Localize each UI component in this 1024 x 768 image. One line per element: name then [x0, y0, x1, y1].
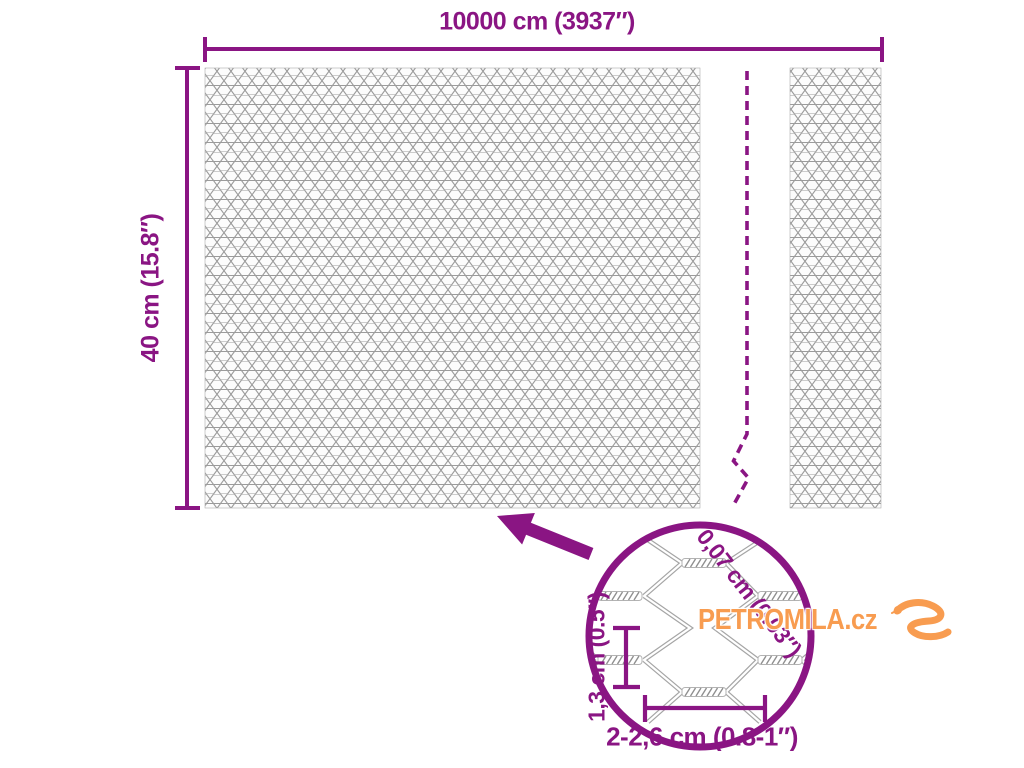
break-dashed-line: [731, 71, 751, 507]
zoom-circle-border: [585, 521, 815, 751]
width-dimension-label: 10000 cm (3937″): [439, 7, 635, 36]
cell-height-label: 1,3 cm (0.5″): [583, 592, 610, 722]
mesh-panel-right: [789, 67, 882, 509]
mesh-panel-main: [204, 67, 701, 509]
height-dimension-label: 40 cm (15.8″): [136, 213, 165, 363]
detail-pointer-arrow-icon: [497, 513, 594, 560]
cell-height-dimension-line: [613, 625, 640, 690]
zoom-detail-circle: [585, 521, 815, 751]
cell-width-label: 2-2,6 cm (0.8-1″): [606, 721, 798, 752]
height-dimension-line: [175, 66, 200, 510]
cell-width-dimension-line: [642, 695, 768, 722]
petromila-logo-text: PETROMILA.cz: [698, 603, 878, 636]
snake-squiggle-icon: [891, 599, 952, 641]
width-dimension-line: [203, 37, 884, 62]
petromila-logo: PETROMILA.cz: [698, 597, 953, 643]
